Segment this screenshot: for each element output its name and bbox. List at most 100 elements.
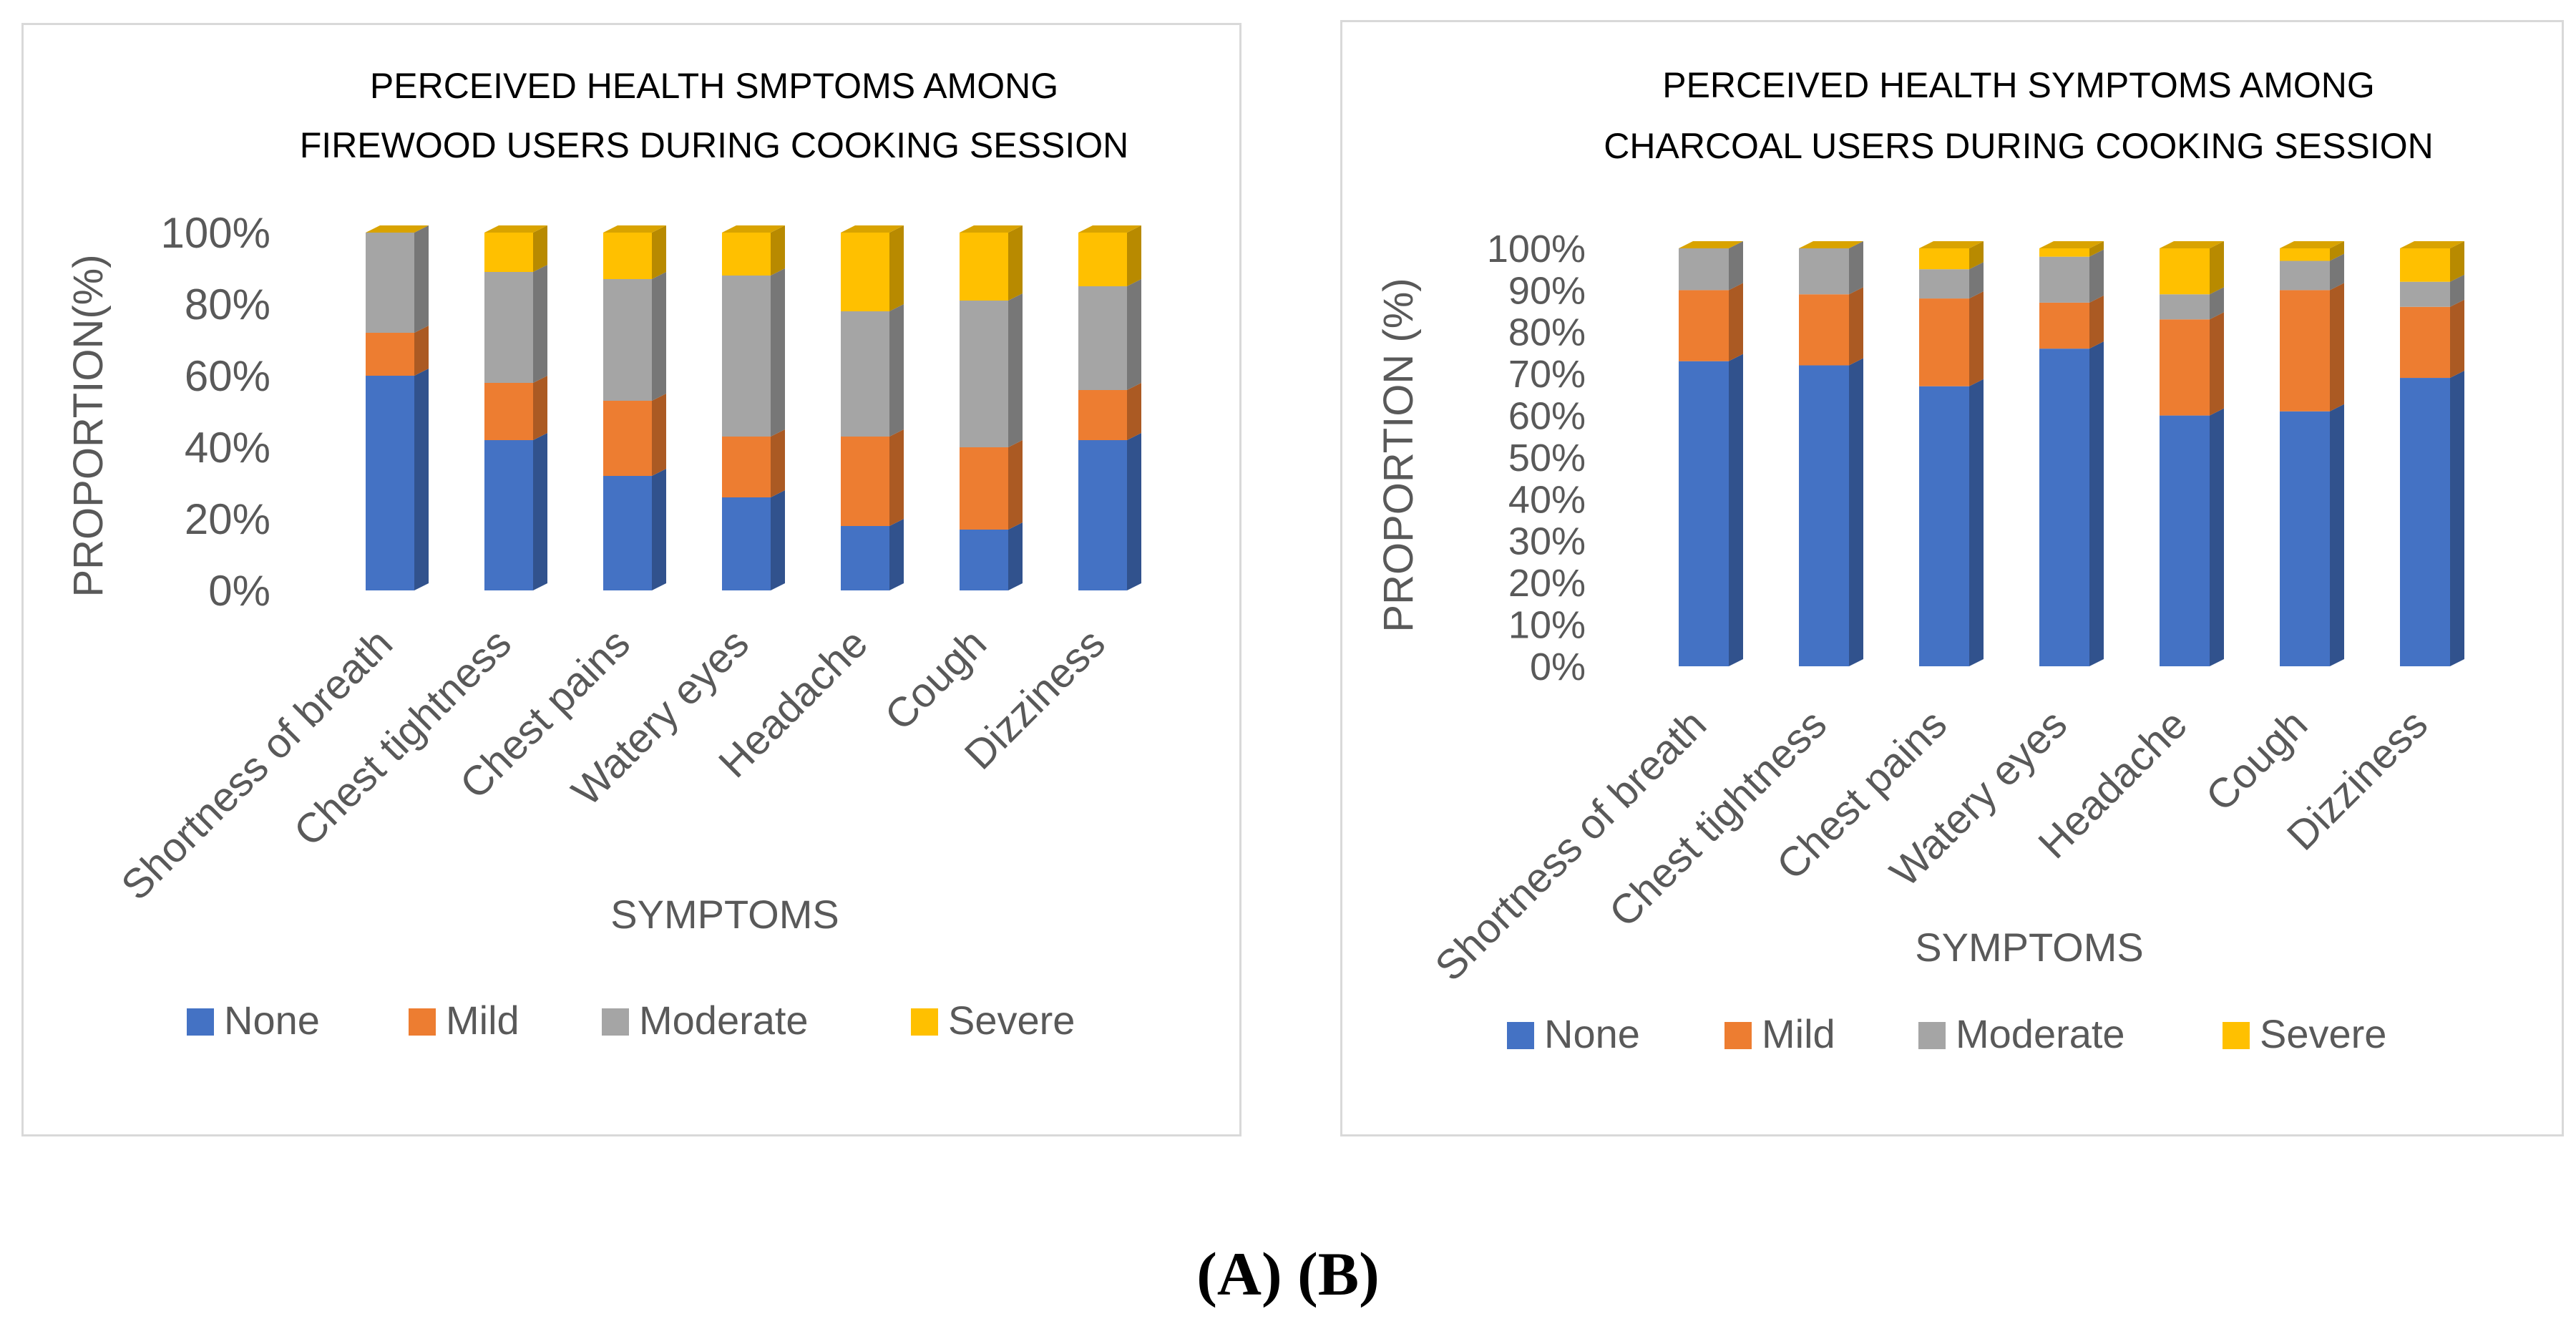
chart-b-bar-moderate-segment [2160,294,2210,320]
chart-a-bar-top-cap [841,225,904,233]
chart-a-bar-mild-segment [366,333,414,376]
chart-b-bar-top-cap [2039,241,2104,248]
chart-b-legend-label-moderate: Moderate [1956,1011,2125,1056]
chart-b-x-axis-label: SYMPTOMS [1915,925,2143,970]
chart-a-y-tick-label: 80% [185,281,270,328]
chart-a-bar-mild-side [533,376,547,440]
chart-b-y-tick-label: 80% [1508,311,1586,354]
chart-b-y-tick-label: 40% [1508,478,1586,521]
chart-a-bar-mild-side [889,429,904,526]
chart-b-bar-mild-segment [2280,290,2330,412]
chart-b-bar-none-side [2450,371,2464,666]
chart-a-bar-none-segment [722,497,771,590]
chart-b-bar-mild-segment [1919,298,1969,386]
chart-a-bar-severe-segment [484,233,533,272]
chart-b-bar-mild-side [2089,295,2104,349]
chart-a-y-axis-label: PROPORTION(%) [65,254,112,597]
chart-a-bar-none-segment [1078,440,1127,590]
chart-b-bar-none-side [1849,358,1863,666]
chart-b-y-tick-label: 30% [1508,520,1586,563]
chart-a-bar-mild-segment [603,401,652,476]
chart-a-legend-swatch-severe [911,1008,938,1036]
chart-b-bar-top-cap [1799,241,1863,248]
chart-a-bar-none-segment [366,376,414,590]
chart-b-y-tick-label: 70% [1508,353,1586,396]
chart-b-bar-moderate-segment [1919,269,1969,299]
chart-a-bar-mild-side [1008,440,1023,530]
chart-a-bar-mild-segment [1078,390,1127,440]
chart-b-bar-mild-segment [1679,290,1729,361]
chart-b-bar-moderate-side [2210,287,2224,320]
chart-a-bar-mild-segment [722,437,771,497]
chart-a-y-tick-label: 60% [185,352,270,400]
chart-b-title-line: PERCEIVED HEALTH SYMPTOMS AMONG [1662,65,2375,105]
chart-a-bar-moderate-segment [366,233,414,333]
chart-a-bar-severe-segment [722,233,771,276]
chart-b-y-tick-label: 100% [1487,228,1586,271]
chart-a-legend-label-none: None [224,998,320,1043]
chart-a-title-line: PERCEIVED HEALTH SMPTOMS AMONG [370,66,1058,106]
chart-a-bar-mild-side [1127,383,1141,440]
chart-b-bar-top-cap [1919,241,1984,248]
chart-a-legend-label-mild: Mild [446,998,519,1043]
chart-a-bar-severe-segment [603,233,652,279]
chart-a-x-axis-label: SYMPTOMS [610,892,839,937]
chart-b-bar-severe-side [1969,241,1984,270]
chart-a-bar-severe-side [771,225,785,276]
chart-b-legend-swatch-severe [2223,1022,2250,1049]
chart-b-y-axis-label: PROPORTION (%) [1375,278,1422,632]
chart-a-bar-top-cap [366,225,429,233]
chart-b-bar-none-segment [2280,411,2330,666]
chart-b-bar-none-segment [1919,386,1969,666]
chart-b-y-tick-label: 10% [1508,604,1586,647]
chart-a-bar-top-cap [484,225,547,233]
chart-a-bar-moderate-segment [603,279,652,401]
chart-b-bar-severe-side [2210,241,2224,295]
chart-a-bar-mild-side [771,429,785,497]
chart-a-legend-swatch-moderate [602,1008,629,1036]
chart-a-bar-moderate-side [771,268,785,437]
chart-a-bar-moderate-segment [841,311,889,437]
chart-a-svg: PERCEIVED HEALTH SMPTOMS AMONG FIREWOOD U… [65,66,1141,1043]
chart-a-y-tick-label: 20% [185,495,270,543]
chart-b-y-tick-label: 0% [1530,646,1586,688]
chart-b-bar-moderate-side [1849,241,1863,295]
chart-a-y-tick-label: 100% [161,209,270,257]
chart-a-bar-none-side [771,490,785,590]
chart-b-bar-none-segment [2160,415,2210,666]
chart-a-y-tick-label: 0% [208,567,270,615]
chart-b-bar-severe-side [2089,241,2104,257]
chart-b-bar-top-cap [2280,241,2344,248]
chart-a-bar-moderate-segment [1078,286,1127,390]
chart-a-bar-none-segment [841,526,889,590]
chart-a-category-label: Chest tightness [285,620,520,855]
chart-b-bar-mild-side [2450,299,2464,379]
chart-b-bar-moderate-side [1969,262,1984,299]
chart-b-bar-none-side [2089,341,2104,666]
chart-a-bar-moderate-side [652,272,666,401]
chart-a-bar-none-segment [960,530,1008,590]
chart-a-bar-severe-segment [960,233,1008,301]
chart-a-bar-mild-side [414,326,429,376]
chart-a-bar-moderate-side [533,265,547,383]
chart-a-bar-moderate-segment [960,301,1008,447]
chart-b-legend-label-none: None [1544,1011,1640,1056]
chart-a-bar-top-cap [1078,225,1141,233]
chart-b-bar-none-side [1969,379,1984,666]
chart-b-category-label: Cough [2197,701,2316,820]
chart-b-legend-swatch-none [1507,1022,1534,1049]
chart-a-bar-moderate-side [1127,279,1141,390]
chart-a-title-line: FIREWOOD USERS DURING COOKING SESSION [300,125,1128,165]
chart-a-bar-severe-side [889,225,904,311]
chart-b-bar-none-side [1729,354,1743,666]
chart-a-bar-severe-segment [841,233,889,311]
chart-b-bar-moderate-segment [1799,248,1849,295]
chart-a-legend-label-severe: Severe [948,998,1075,1043]
chart-b-bar-mild-side [2330,283,2344,412]
chart-b-bar-severe-segment [2039,248,2089,257]
chart-b-bar-severe-segment [2400,248,2450,282]
chart-b-bar-top-cap [2400,241,2464,248]
chart-b-bar-severe-segment [2280,248,2330,261]
chart-b-category-label: Chest tightness [1601,701,1836,936]
chart-b-legend-swatch-moderate [1918,1022,1946,1049]
